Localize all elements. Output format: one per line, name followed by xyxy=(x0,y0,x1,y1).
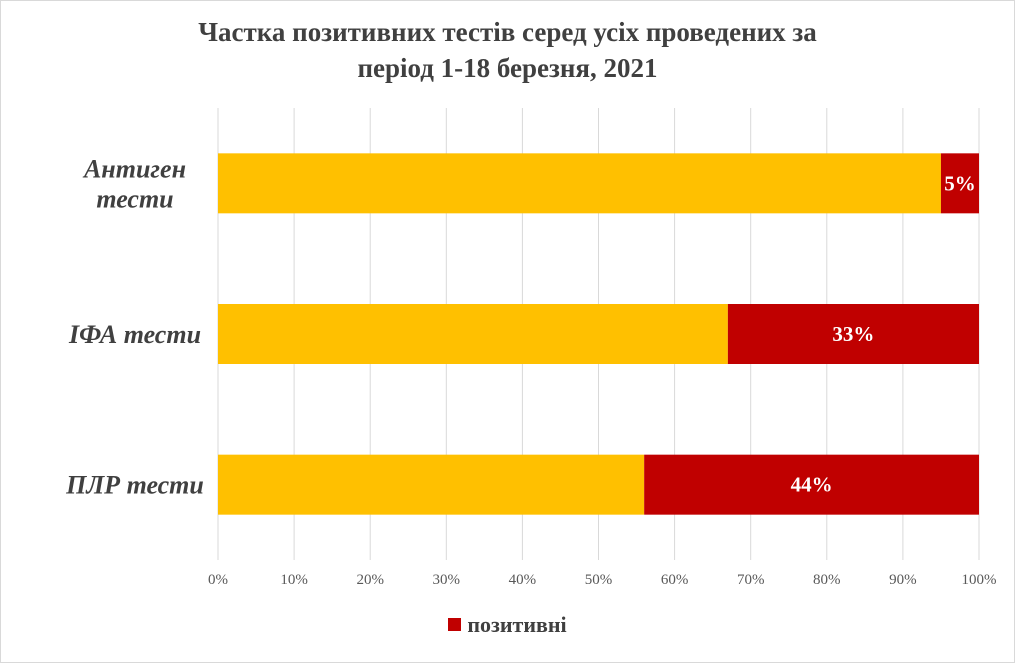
chart-title-line-1: Частка позитивних тестів серед усіх пров… xyxy=(198,17,817,47)
category-label: Антиген xyxy=(82,154,186,183)
chart-title: Частка позитивних тестів серед усіх пров… xyxy=(0,14,1015,86)
x-tick-label: 0% xyxy=(208,572,228,588)
data-label: 33% xyxy=(832,322,874,346)
legend-swatch-positive xyxy=(448,618,462,631)
bar-segment-negative xyxy=(218,153,941,214)
x-tick-label: 30% xyxy=(433,572,461,588)
category-label: ІФА тести xyxy=(68,320,201,349)
x-tick-label: 40% xyxy=(509,572,537,588)
legend-label-positive: позитивні xyxy=(467,612,567,637)
x-tick-label: 80% xyxy=(813,572,841,588)
category-label: тести xyxy=(96,184,173,213)
x-tick-label: 20% xyxy=(356,572,384,588)
x-tick-label: 50% xyxy=(585,572,613,588)
data-label: 5% xyxy=(944,171,976,195)
bar-segment-positive xyxy=(940,153,979,214)
category-label: ПЛР тести xyxy=(65,471,204,500)
bar-segment-positive xyxy=(727,304,979,364)
x-tick-label: 10% xyxy=(280,572,308,588)
x-tick-label: 60% xyxy=(661,572,689,588)
bar-segment-positive xyxy=(644,454,979,515)
bar-segment-negative xyxy=(218,304,728,364)
x-tick-label: 90% xyxy=(889,572,917,588)
legend: позитивні xyxy=(0,612,1015,638)
data-label: 44% xyxy=(791,473,833,497)
chart-title-line-2: період 1-18 березня, 2021 xyxy=(357,53,658,83)
x-tick-label: 70% xyxy=(737,572,765,588)
x-tick-label: 100% xyxy=(962,572,997,588)
bar-segment-negative xyxy=(218,454,645,515)
